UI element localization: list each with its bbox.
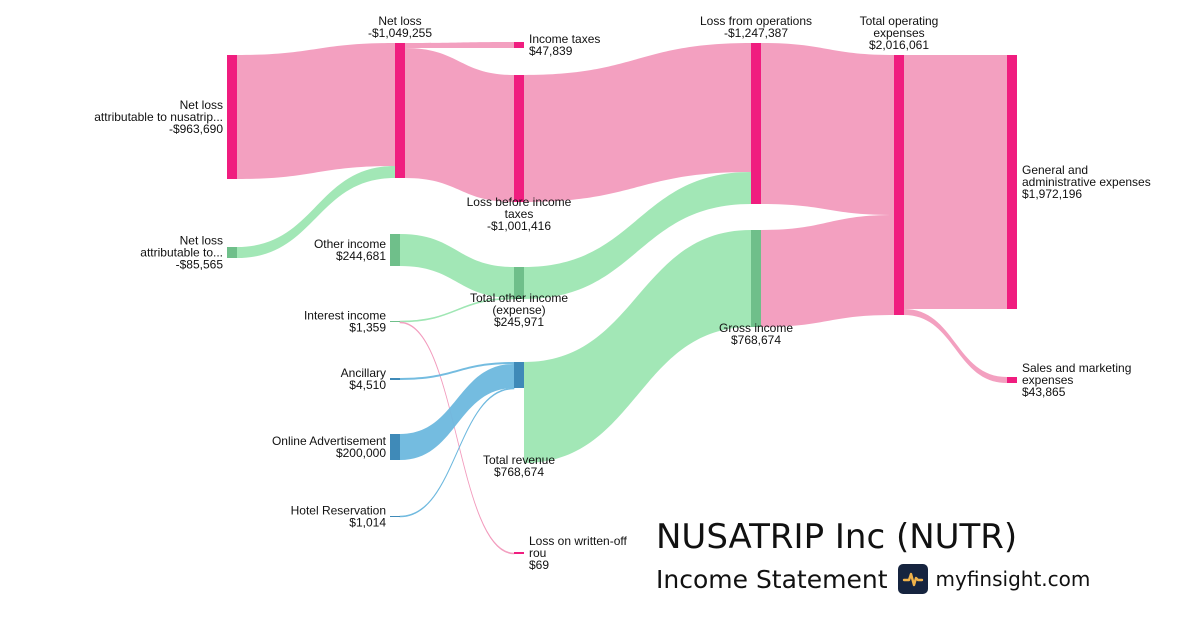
- node-total_other_income: [514, 267, 524, 299]
- link-net_loss-to-income_taxes: [405, 42, 514, 48]
- links-layer: [237, 42, 1007, 555]
- labels-layer: Net loss attributable to nusatrip... -$963…: [94, 14, 1150, 572]
- label-nl_attr_nusa: Net loss attributable to nusatrip... -$963…: [94, 98, 223, 136]
- link-total_opex-to-gna: [904, 55, 1007, 309]
- node-hotel_res: [390, 516, 400, 517]
- node-loss_written_off: [514, 552, 524, 554]
- link-nl_attr_other-to-net_loss: [237, 166, 395, 258]
- label-total_other_income: Total other income (expense) $245,971: [470, 291, 568, 329]
- site-name: myfinsight.com: [935, 567, 1091, 591]
- company-title: NUSATRIP Inc (NUTR): [656, 517, 1018, 557]
- link-other_income-to-total_other_income: [400, 234, 514, 298]
- node-other_income: [390, 234, 400, 266]
- label-online_adv: Online Advertisement $200,000: [272, 434, 387, 460]
- node-net_loss: [395, 43, 405, 178]
- node-gross_income: [751, 230, 761, 327]
- node-ancillary: [390, 378, 400, 380]
- label-loss_written_off: Loss on written-off rou $69: [529, 534, 627, 572]
- link-gross_income-to-total_opex: [761, 215, 894, 327]
- label-net_loss: Net loss -$1,049,255: [368, 14, 432, 40]
- link-ancillary-to-total_revenue: [400, 362, 514, 380]
- label-gna: General and administrative expenses $1,972…: [1022, 163, 1151, 201]
- node-income_taxes: [514, 42, 524, 48]
- node-loss_ops: [751, 43, 761, 204]
- link-hotel_res-to-total_revenue: [399, 387, 515, 518]
- pulse-icon: [897, 564, 928, 594]
- label-income_taxes: Income taxes $47,839: [529, 32, 600, 58]
- label-sales_mkt: Sales and marketing expenses $43,865: [1022, 361, 1131, 399]
- brand-block: NUSATRIP Inc (NUTR) Income Statement myf…: [656, 514, 1090, 594]
- node-total_revenue: [514, 362, 524, 388]
- node-sales_mkt: [1007, 377, 1017, 383]
- label-total_revenue: Total revenue $768,674: [483, 453, 555, 479]
- label-interest_income: Interest income $1,359: [304, 309, 386, 335]
- link-nl_attr_nusa-to-net_loss: [237, 43, 395, 179]
- label-ancillary: Ancillary $4,510: [341, 366, 387, 392]
- node-nl_attr_nusa: [227, 55, 237, 179]
- link-loss_before_tax-to-loss_ops: [524, 43, 751, 202]
- label-total_opex: Total operating expenses $2,016,061: [860, 14, 939, 52]
- node-online_adv: [390, 434, 400, 460]
- label-loss_ops: Loss from operations -$1,247,387: [700, 14, 812, 40]
- link-loss_ops-to-total_opex: [761, 43, 894, 215]
- brand-row: Income Statement myfinsight.com: [656, 564, 1090, 594]
- nodes-layer: [227, 42, 1017, 554]
- link-total_opex-to-sales_mkt: [904, 309, 1007, 383]
- node-interest_income: [390, 321, 400, 322]
- link-total_revenue-to-gross_income: [524, 230, 751, 463]
- link-net_loss-to-loss_before_tax: [405, 48, 514, 202]
- label-nl_attr_other: Net loss attributable to... -$85,565: [140, 234, 223, 272]
- link-total_other_income-to-loss_ops: [524, 172, 751, 299]
- label-gross_income: Gross income $768,674: [719, 321, 793, 347]
- node-nl_attr_other: [227, 247, 237, 258]
- link-online_adv-to-total_revenue: [400, 364, 514, 460]
- label-hotel_res: Hotel Reservation $1,014: [291, 504, 387, 530]
- statement-subtitle: Income Statement: [656, 564, 888, 594]
- node-gna: [1007, 55, 1017, 309]
- node-loss_before_tax: [514, 75, 524, 202]
- label-other_income: Other income $244,681: [314, 237, 386, 263]
- node-total_opex: [894, 55, 904, 315]
- label-loss_before_tax: Loss before income taxes -$1,001,416: [467, 195, 572, 233]
